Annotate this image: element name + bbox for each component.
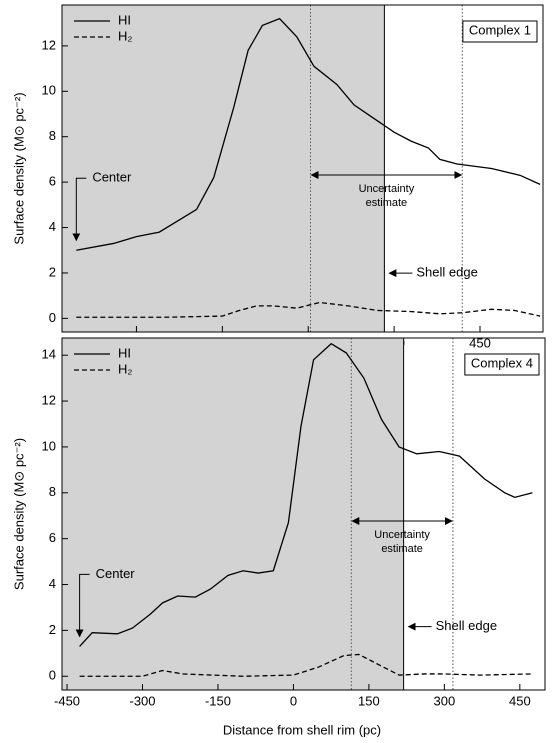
y-tick-label: 4 (49, 576, 56, 591)
x-tick-label: 450 (509, 693, 531, 708)
x-tick-label: -300 (129, 693, 155, 708)
x-axis-label: Distance from shell rim (pc) (223, 722, 381, 737)
y-tick-label: 0 (49, 310, 56, 325)
y-tick-label: 14 (42, 347, 56, 362)
uncertainty-label: Uncertainty (374, 529, 430, 541)
legend-label: H₂ (118, 28, 132, 43)
x-tick-label: -450 (54, 693, 80, 708)
center-label: Center (92, 170, 132, 185)
y-tick-label: 2 (49, 622, 56, 637)
y-tick-label: 12 (42, 37, 56, 52)
y-tick-label: 6 (49, 530, 56, 545)
y-tick-label: 4 (49, 219, 56, 234)
x-tick-label: 0 (290, 693, 297, 708)
chart-title: Complex 4 (471, 355, 533, 370)
series-line (79, 653, 533, 677)
title-box (462, 20, 538, 43)
uncertainty-label: estimate (366, 197, 408, 209)
legend-label: H₂ (118, 361, 132, 376)
legend-label: HI (118, 12, 131, 27)
x-tick-label: 150 (358, 693, 380, 708)
y-tick-label: 6 (49, 174, 56, 189)
chart-title: Complex 1 (469, 22, 531, 37)
plot-frame (61, 4, 544, 333)
y-axis-label: Surface density (M⊙ pc⁻²) (11, 438, 26, 590)
y-tick-label: 8 (49, 484, 56, 499)
y-tick-label: 0 (49, 668, 56, 683)
y-tick-label: 10 (42, 83, 56, 98)
x-tick-label: 450 (469, 335, 491, 350)
series-line (76, 301, 541, 318)
y-tick-label: 12 (42, 392, 56, 407)
y-tick-label: 8 (49, 128, 56, 143)
uncertainty-label: Uncertainty (359, 183, 415, 195)
shell-interior (62, 5, 385, 332)
center-label: Center (96, 566, 136, 581)
shell-interior (62, 338, 404, 690)
x-tick-label: -150 (205, 693, 231, 708)
series-line (79, 342, 533, 647)
legend-label: HI (118, 345, 131, 360)
uncertainty-label: estimate (381, 543, 423, 555)
shell-edge-label: Shell edge (436, 618, 497, 633)
y-tick-label: 2 (49, 264, 56, 279)
plot-frame (61, 337, 546, 691)
shell-edge-label: Shell edge (416, 265, 477, 280)
center-arrow (75, 573, 90, 638)
title-box (464, 353, 540, 376)
series-line (76, 17, 541, 251)
y-tick-label: 10 (42, 438, 56, 453)
center-arrow (72, 177, 87, 242)
x-tick-label: 300 (434, 693, 456, 708)
y-axis-label: Surface density (M⊙ pc⁻²) (11, 92, 26, 244)
